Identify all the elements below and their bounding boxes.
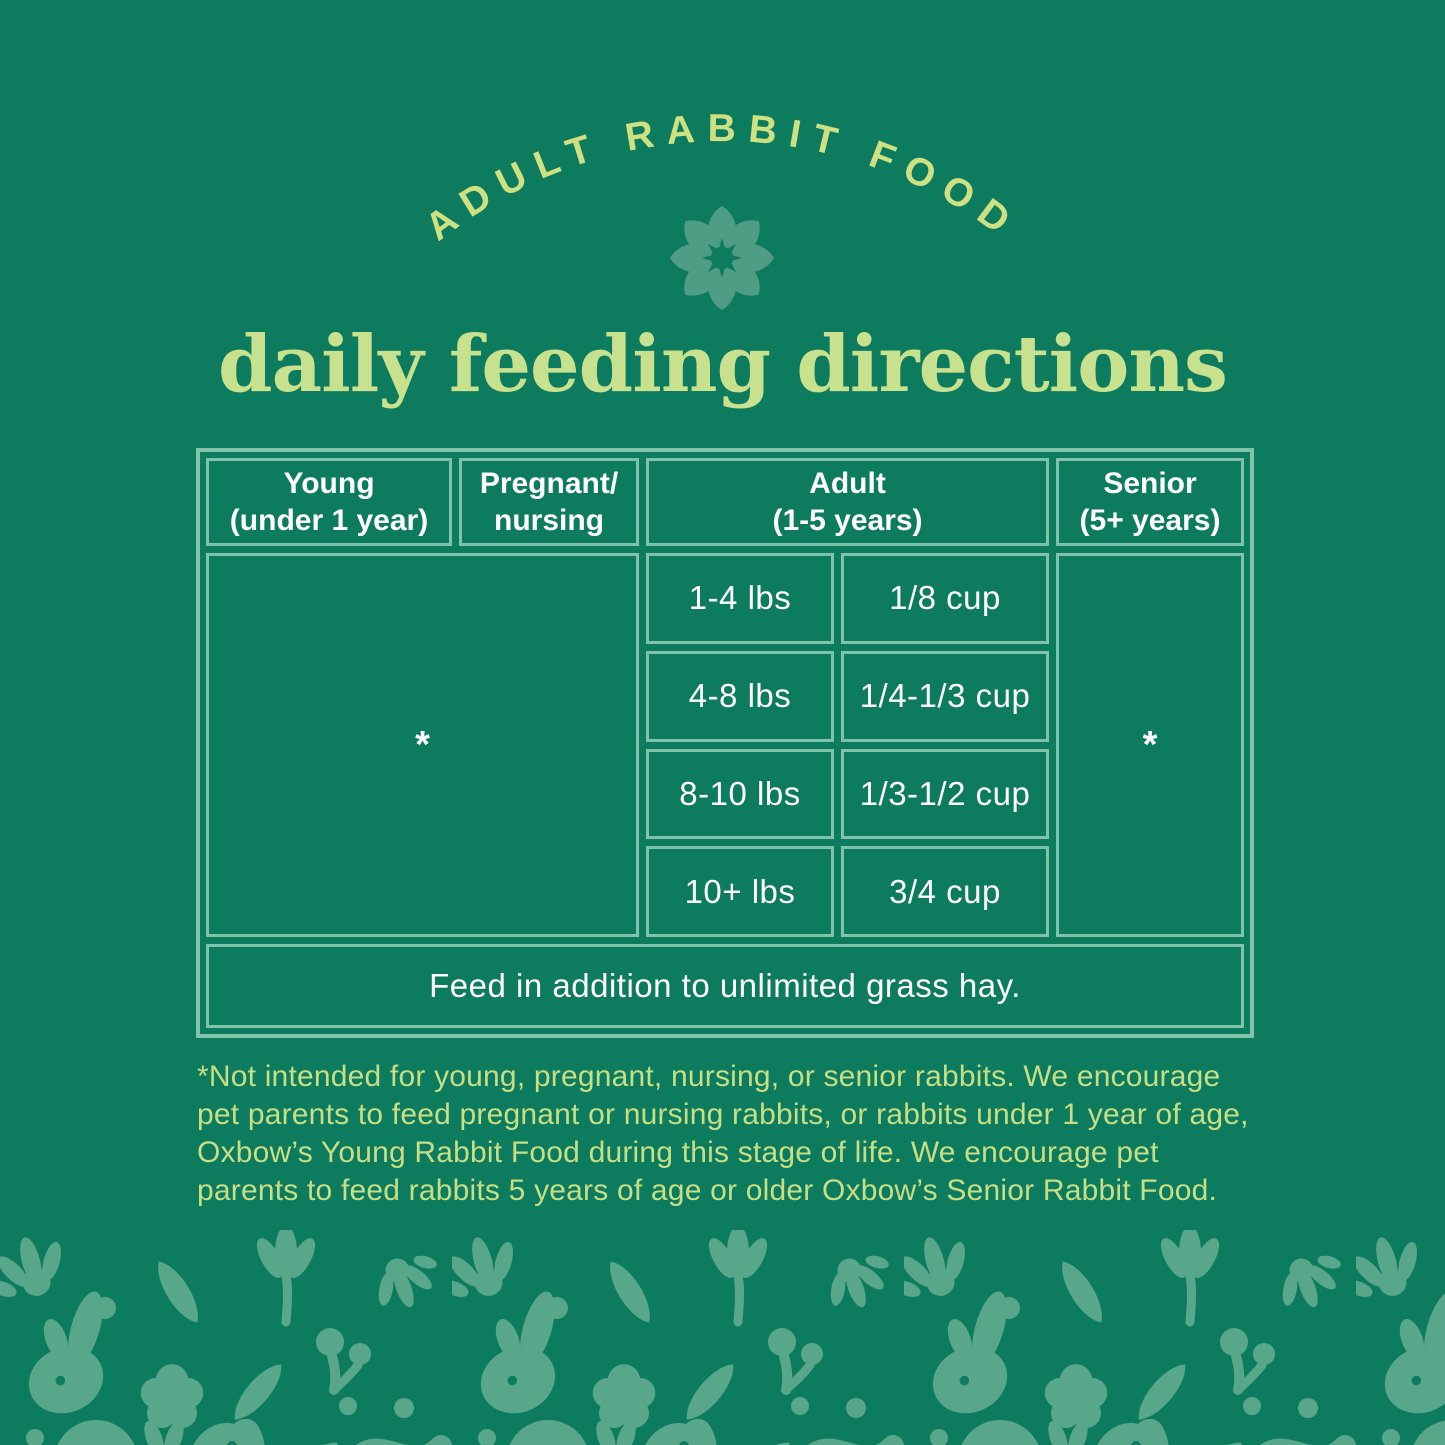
rosette-petals — [670, 206, 774, 310]
adult-amount-cell: 1/3-1/2 cup — [841, 748, 1049, 840]
header-pregnant-nursing: Pregnant/ nursing — [459, 458, 639, 546]
header-young-line2: (under 1 year) — [229, 504, 429, 537]
feeding-table-grid: Young (under 1 year) Pregnant/ nursing A… — [206, 458, 1244, 1028]
header-pregnant-line1: Pregnant/ — [479, 466, 619, 500]
adult-amount-cell: 3/4 cup — [841, 846, 1049, 937]
adult-weight-cell: 1-4 lbs — [646, 553, 834, 644]
header-adult-line2: (1-5 years) — [772, 504, 923, 537]
rosette-flower-icon — [670, 206, 774, 310]
header-senior-line2: (5+ years) — [1079, 504, 1221, 537]
header-adult: Adult (1-5 years) — [646, 458, 1049, 546]
header-senior: Senior (5+ years) — [1056, 458, 1244, 546]
header-adult-line1: Adult — [809, 466, 886, 500]
adult-amount-cell: 1/8 cup — [841, 553, 1049, 644]
header-senior-line1: Senior — [1103, 466, 1197, 500]
senior-asterisk-cell: * — [1056, 553, 1244, 937]
asterisk: * — [415, 723, 430, 766]
asterisk: * — [1142, 723, 1158, 766]
feeding-table: Young (under 1 year) Pregnant/ nursing A… — [196, 448, 1254, 1038]
adult-weight-cell: 8-10 lbs — [646, 748, 834, 840]
decorative-pattern-band — [0, 1230, 1445, 1445]
page-title: daily feeding directions — [218, 319, 1228, 410]
table-footer-note: Feed in addition to unlimited grass hay. — [206, 944, 1244, 1028]
header-pregnant-line2: nursing — [494, 504, 604, 537]
adult-weight-cell: 4-8 lbs — [646, 650, 834, 742]
adult-weight-cell: 10+ lbs — [646, 846, 834, 937]
young-pregnant-asterisk-cell: * — [206, 553, 639, 937]
rosette-star-hole — [702, 238, 742, 278]
footnote-text: *Not intended for young, pregnant, nursi… — [197, 1060, 1249, 1208]
header-young: Young (under 1 year) — [206, 458, 452, 546]
adult-amount-cell: 1/4-1/3 cup — [841, 650, 1049, 742]
header-young-line1: Young — [283, 466, 375, 500]
